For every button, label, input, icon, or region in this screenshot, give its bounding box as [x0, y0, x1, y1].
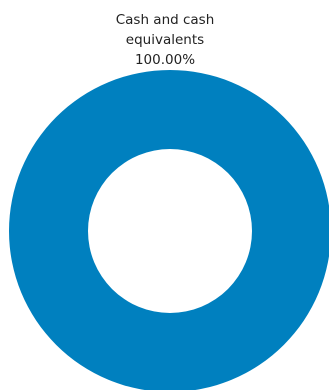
- slice-percent-label: 100.00%: [135, 52, 195, 68]
- labels-layer: Cash and cash equivalents 100.00%: [116, 12, 215, 68]
- slice-label-line-2: equivalents: [126, 32, 204, 48]
- slices-layer: [9, 70, 329, 390]
- donut-slice-0: [9, 70, 329, 390]
- slice-label-line-1: Cash and cash: [116, 12, 215, 28]
